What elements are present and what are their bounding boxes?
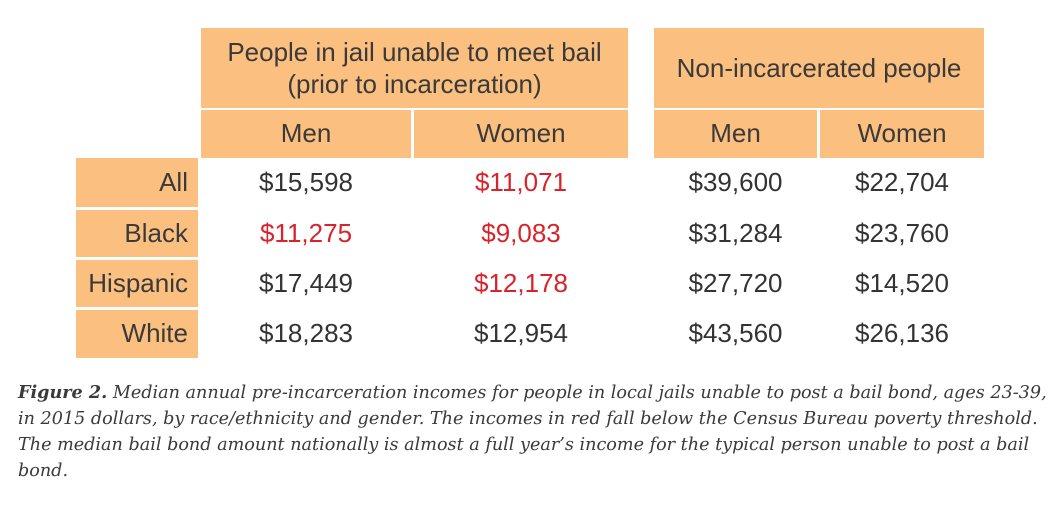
column-header-non-incarcerated-men: Men: [654, 110, 817, 158]
column-header-jail-men-label: Men: [280, 118, 332, 149]
column-header-non-incarcerated-men-label: Men: [710, 118, 761, 149]
row-label-hispanic-text: Hispanic: [88, 267, 188, 298]
value-cell: $31,284: [654, 210, 817, 257]
value-text: $12,954: [474, 318, 568, 349]
group-header-non-incarcerated: Non-incarcerated people: [654, 28, 984, 108]
column-header-non-incarcerated-women: Women: [820, 110, 984, 158]
group-header-jail-line-2: (prior to incarceration): [287, 69, 542, 99]
row-label-black: Black: [76, 210, 198, 257]
value-cell: $17,449: [201, 260, 411, 307]
value-text: $22,704: [855, 166, 949, 197]
column-header-jail-women-label: Women: [476, 118, 566, 149]
row-label-all-text: All: [159, 166, 188, 197]
value-text: $26,136: [855, 318, 949, 349]
caption-label: Figure 2.: [18, 382, 108, 403]
column-header-jail-men: Men: [201, 110, 411, 158]
row-label-white-text: White: [121, 318, 188, 349]
value-cell: $43,560: [654, 310, 817, 358]
row-label-white: White: [76, 310, 198, 358]
value-cell: $15,598: [201, 158, 411, 207]
value-text: $23,760: [855, 217, 949, 248]
value-cell: $26,136: [820, 310, 984, 358]
value-text: $17,449: [259, 267, 353, 298]
row-label-black-text: Black: [124, 217, 188, 248]
figure-caption: Figure 2. Median annual pre-incarceratio…: [18, 380, 1048, 484]
group-header-jail-line-1: People in jail unable to meet bail: [227, 37, 602, 67]
value-text: $18,283: [259, 318, 353, 349]
column-header-non-incarcerated-women-label: Women: [857, 118, 947, 149]
row-label-all: All: [76, 158, 198, 207]
value-cell: $14,520: [820, 260, 984, 307]
caption-text: Median annual pre-incarceration incomes …: [18, 383, 1047, 481]
value-text: $39,600: [688, 166, 783, 197]
value-cell: $11,071: [414, 158, 628, 207]
row-label-hispanic: Hispanic: [76, 260, 198, 307]
value-text: $27,720: [688, 267, 783, 298]
value-cell: $12,178: [414, 260, 628, 307]
value-cell: $22,704: [820, 158, 984, 207]
value-cell: $12,954: [414, 310, 628, 358]
value-cell: $23,760: [820, 210, 984, 257]
value-text: $12,178: [474, 267, 568, 298]
value-text: $9,083: [481, 217, 561, 248]
value-cell: $27,720: [654, 260, 817, 307]
value-text: $31,284: [688, 217, 783, 248]
value-text: $14,520: [855, 267, 949, 298]
value-cell: $39,600: [654, 158, 817, 207]
value-cell: $11,275: [201, 210, 411, 257]
value-text: $43,560: [688, 318, 783, 349]
value-cell: $18,283: [201, 310, 411, 358]
group-header-jail: People in jail unable to meet bail (prio…: [201, 28, 628, 108]
column-header-jail-women: Women: [414, 110, 628, 158]
value-text: $15,598: [259, 166, 353, 197]
value-cell: $9,083: [414, 210, 628, 257]
value-text: $11,071: [474, 166, 568, 197]
value-text: $11,275: [259, 217, 353, 248]
group-header-non-incarcerated-line-1: Non-incarcerated people: [676, 53, 962, 83]
